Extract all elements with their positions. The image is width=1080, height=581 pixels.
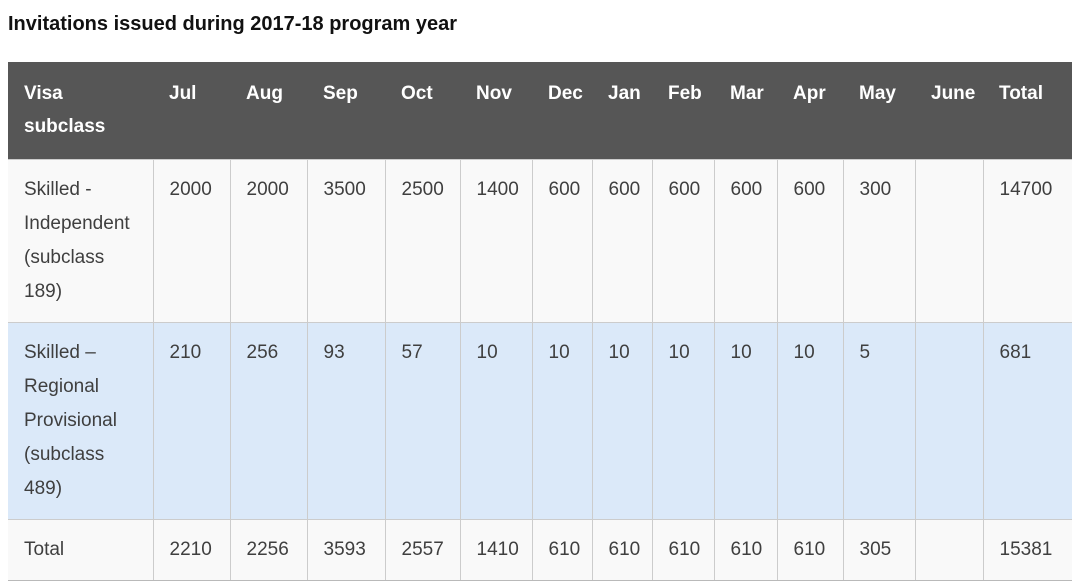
table-cell: 600: [652, 158, 715, 322]
col-header-feb: Feb: [652, 62, 714, 159]
row-label: Skilled – Regional Provisional (subclass…: [8, 321, 154, 519]
table-row-subclass-189: Skilled - Independent (subclass 189) 200…: [8, 158, 1072, 322]
table-cell: 610: [714, 518, 778, 581]
table-row-subclass-489: Skilled – Regional Provisional (subclass…: [8, 321, 1072, 519]
table-cell: 10: [460, 321, 533, 519]
table-cell: 610: [592, 518, 653, 581]
header-row: Visa subclass Jul Aug Sep Oct Nov Dec Ja…: [8, 62, 1072, 159]
table-cell: 57: [385, 321, 461, 519]
table-cell: 2557: [385, 518, 461, 581]
col-header-june: June: [915, 62, 983, 159]
table-cell: 610: [777, 518, 844, 581]
table-cell: 600: [714, 158, 778, 322]
table-cell: 3593: [307, 518, 386, 581]
invitations-table: Visa subclass Jul Aug Sep Oct Nov Dec Ja…: [8, 62, 1072, 581]
col-header-jan: Jan: [592, 62, 652, 159]
table-cell: 600: [532, 158, 593, 322]
col-header-sep: Sep: [307, 62, 385, 159]
table-cell-total: 681: [983, 321, 1072, 519]
table-cell: 610: [532, 518, 593, 581]
col-header-total: Total: [983, 62, 1072, 159]
table-cell: 10: [532, 321, 593, 519]
col-header-oct: Oct: [385, 62, 460, 159]
table-cell: 10: [652, 321, 715, 519]
row-label: Total: [8, 518, 154, 581]
table-cell: 5: [843, 321, 916, 519]
table-cell: 1410: [460, 518, 533, 581]
table-cell: 2500: [385, 158, 461, 322]
col-header-aug: Aug: [230, 62, 307, 159]
table-cell: 2210: [153, 518, 231, 581]
col-header-jul: Jul: [153, 62, 230, 159]
table-cell: 210: [153, 321, 231, 519]
table-cell: 10: [777, 321, 844, 519]
table-cell: 1400: [460, 158, 533, 322]
table-cell: 2000: [230, 158, 308, 322]
table-cell: 300: [843, 158, 916, 322]
table-row-total: Total 2210 2256 3593 2557 1410 610 610 6…: [8, 518, 1072, 581]
row-label: Skilled - Independent (subclass 189): [8, 158, 154, 322]
table-cell-empty: [915, 321, 984, 519]
table-cell: 256: [230, 321, 308, 519]
col-header-dec: Dec: [532, 62, 592, 159]
table-cell-total: 15381: [983, 518, 1072, 581]
table-cell: 2000: [153, 158, 231, 322]
table-cell: 10: [592, 321, 653, 519]
table-cell: 3500: [307, 158, 386, 322]
table-cell: 2256: [230, 518, 308, 581]
table-cell: 10: [714, 321, 778, 519]
table-cell: 93: [307, 321, 386, 519]
col-header-visa-subclass: Visa subclass: [8, 62, 153, 159]
page-title: Invitations issued during 2017-18 progra…: [8, 13, 458, 35]
table-cell-empty: [915, 158, 984, 322]
col-header-mar: Mar: [714, 62, 777, 159]
table-cell: 305: [843, 518, 916, 581]
table-cell: 600: [592, 158, 653, 322]
col-header-nov: Nov: [460, 62, 532, 159]
col-header-may: May: [843, 62, 915, 159]
table-cell-total: 14700: [983, 158, 1072, 322]
table-cell: 610: [652, 518, 715, 581]
table-cell-empty: [915, 518, 984, 581]
table-cell: 600: [777, 158, 844, 322]
col-header-apr: Apr: [777, 62, 843, 159]
